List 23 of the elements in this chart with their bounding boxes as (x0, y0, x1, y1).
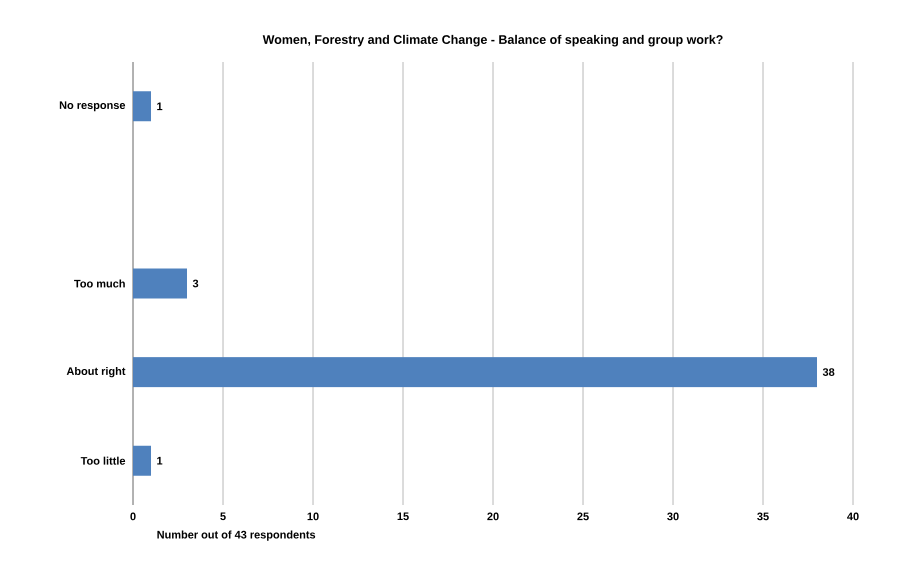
x-tick-label: 0 (130, 512, 136, 520)
bar (133, 268, 188, 298)
x-axis-title: Number out of 43 respondents (157, 530, 316, 541)
data-label: 1 (157, 102, 162, 110)
y-tick-label: Too much (74, 279, 125, 288)
x-tick-label: 35 (757, 512, 769, 520)
chart-title: Women, Forestry and Climate Change - Balance of speaking and group work? (262, 34, 723, 46)
x-tick-label: 15 (398, 512, 409, 520)
x-tick-label: 20 (487, 512, 499, 520)
data-label: 1 (157, 456, 162, 464)
y-tick-label: Too little (80, 456, 126, 465)
bar (133, 91, 152, 122)
x-tick-label: 5 (220, 512, 226, 520)
y-tick-label: No response (60, 101, 126, 112)
data-label: 3 (192, 280, 198, 288)
bar (133, 357, 818, 388)
x-tick-label: 40 (847, 512, 859, 520)
data-label: 38 (822, 368, 834, 376)
y-tick-label: About right (66, 366, 126, 378)
bar (133, 446, 152, 476)
x-tick-label: 25 (577, 512, 589, 520)
x-tick-label: 30 (667, 512, 679, 520)
x-tick-label: 10 (308, 512, 319, 520)
